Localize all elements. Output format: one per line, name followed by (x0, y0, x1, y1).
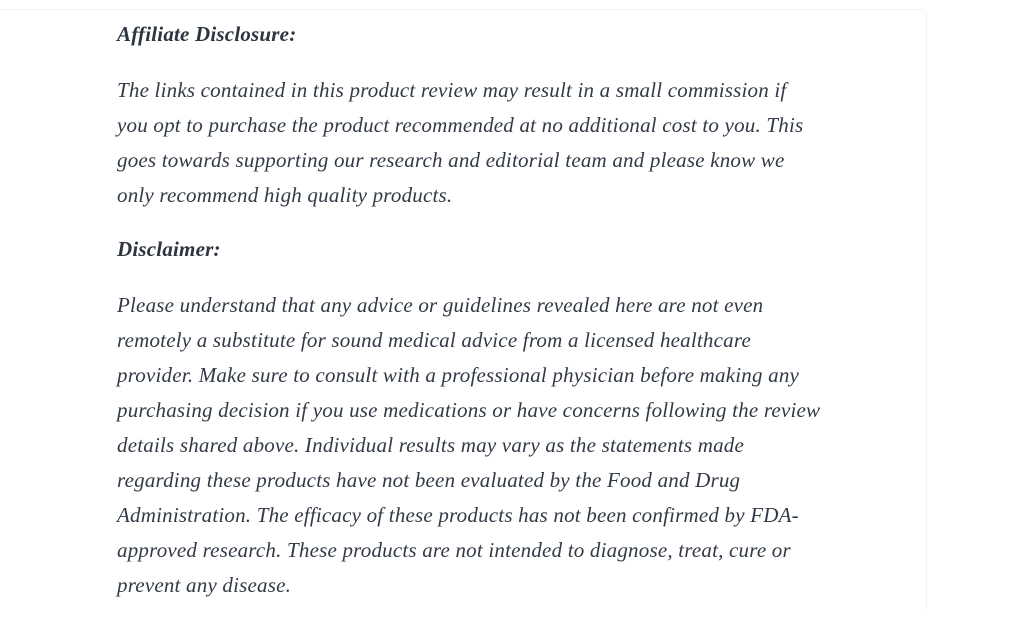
text-line: details shared above. Individual results… (117, 433, 744, 457)
text-line: Please understand that any advice or gui… (117, 293, 764, 317)
text-line: remotely a substitute for sound medical … (117, 328, 751, 352)
text-line: approved research. These products are no… (117, 538, 791, 562)
disclaimer-paragraph: Please understand that any advice or gui… (117, 288, 926, 603)
text-line: The links contained in this product revi… (117, 78, 787, 102)
text-line: prevent any disease. (117, 573, 292, 597)
text-line: Administration. The efficacy of these pr… (117, 503, 799, 527)
text-line: regarding these products have not been e… (117, 468, 741, 492)
affiliate-disclosure-paragraph: The links contained in this product revi… (117, 73, 926, 213)
text-line: you opt to purchase the product recommen… (117, 113, 804, 137)
text-line: goes towards supporting our research and… (117, 148, 785, 172)
text-line: purchasing decision if you use medicatio… (117, 398, 821, 422)
affiliate-disclosure-heading: Affiliate Disclosure: (117, 22, 297, 46)
text-line: only recommend high quality products. (117, 183, 453, 207)
disclaimer-heading: Disclaimer: (117, 237, 221, 261)
text-line: provider. Make sure to consult with a pr… (117, 363, 800, 387)
article-content-card: Affiliate Disclosure: The links containe… (0, 9, 927, 610)
